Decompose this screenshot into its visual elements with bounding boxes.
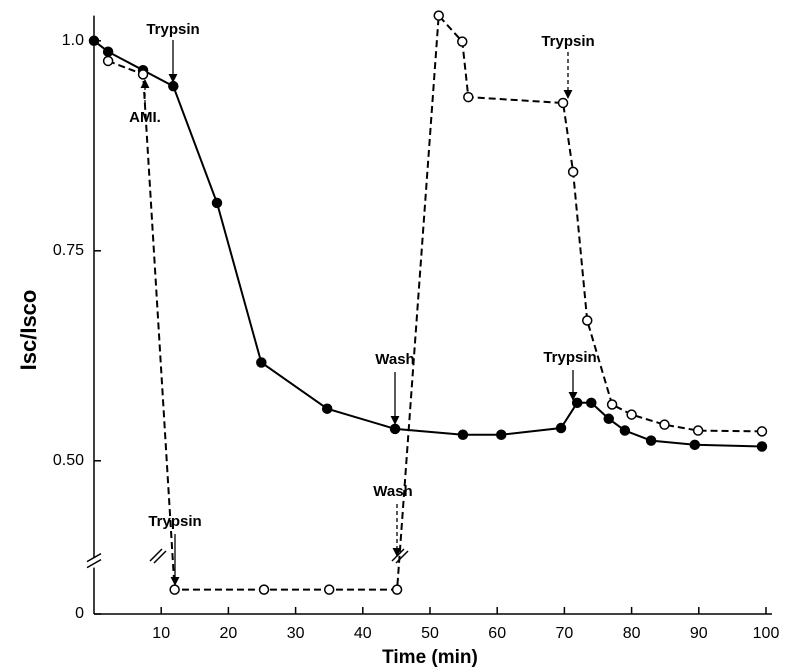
- data-point: [603, 413, 615, 425]
- data-point: [433, 10, 444, 21]
- data-point: [495, 429, 507, 441]
- data-point: [555, 422, 567, 434]
- data-point: [102, 55, 114, 67]
- annotation: Wash: [375, 351, 414, 368]
- series-line: [93, 40, 763, 448]
- data-point: [169, 584, 180, 595]
- x-tick-label: 90: [690, 625, 708, 642]
- data-point: [557, 97, 569, 109]
- data-point: [323, 584, 335, 595]
- x-tick-label: 20: [220, 625, 238, 642]
- data-point: [619, 425, 631, 436]
- data-point: [88, 35, 100, 47]
- data-point: [258, 584, 270, 595]
- data-point: [389, 423, 401, 435]
- data-point: [211, 197, 223, 209]
- y-tick-label: 0.50: [53, 452, 84, 469]
- data-point: [581, 315, 593, 326]
- data-point: [567, 166, 579, 178]
- x-tick-label: 70: [556, 625, 574, 642]
- x-axis-label: Time (min): [382, 647, 478, 668]
- annotation: Trypsin: [146, 21, 199, 38]
- data-point: [756, 441, 768, 452]
- y-axis-label: Isc/Isco: [16, 290, 41, 371]
- data-point: [586, 397, 597, 409]
- x-tick-label: 30: [287, 625, 305, 642]
- data-point: [137, 69, 149, 80]
- annotation: AMI.: [129, 109, 161, 126]
- curve-break: [149, 548, 167, 564]
- data-point: [689, 439, 701, 451]
- data-point: [606, 399, 618, 410]
- data-point: [626, 409, 637, 420]
- data-point: [756, 426, 768, 437]
- data-point: [692, 425, 704, 436]
- annotation: Trypsin: [541, 33, 594, 50]
- x-tick-label: 50: [421, 625, 439, 642]
- data-point: [457, 429, 469, 441]
- x-tick-label: 10: [152, 625, 170, 642]
- data-point: [102, 46, 114, 57]
- x-tick-label: 40: [354, 625, 372, 642]
- annotation: Trypsin: [543, 349, 596, 366]
- data-point: [463, 91, 474, 103]
- axis-break: [86, 552, 102, 569]
- data-point: [457, 36, 468, 47]
- annotation: Wash: [373, 483, 412, 500]
- series-line: [107, 13, 763, 591]
- x-tick-label: 60: [488, 625, 506, 642]
- y-tick-label: 0.75: [53, 242, 84, 259]
- data-point: [321, 403, 333, 414]
- data-point: [659, 419, 670, 430]
- annotation: Trypsin: [148, 513, 201, 530]
- y-tick-label: 0: [75, 605, 84, 622]
- y-tick-label: 1.0: [62, 32, 84, 49]
- x-tick-label: 80: [623, 625, 641, 642]
- x-tick-label: 100: [753, 625, 780, 642]
- data-point: [256, 357, 267, 368]
- data-point: [645, 435, 657, 446]
- data-point: [391, 584, 403, 595]
- data-point: [168, 80, 179, 92]
- data-point: [571, 397, 583, 409]
